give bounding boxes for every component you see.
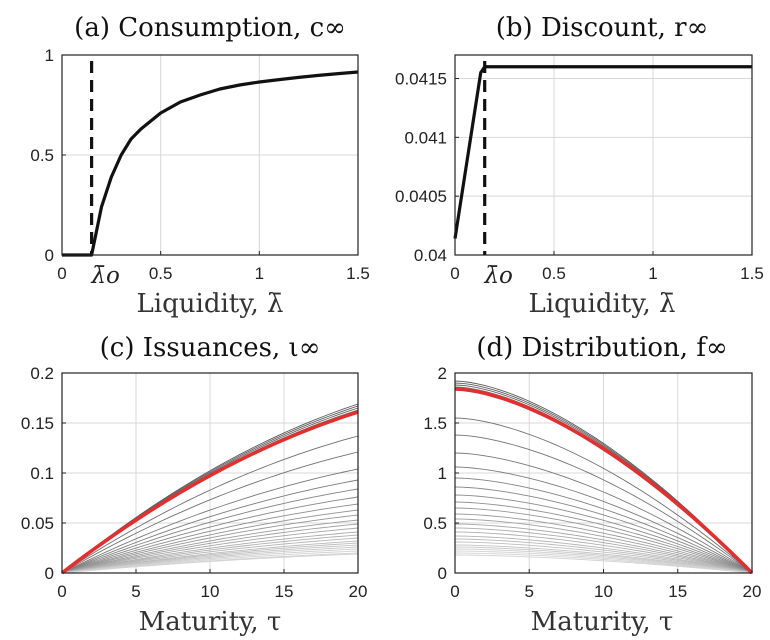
x-tick-label: 0 <box>57 582 66 601</box>
panel-b-xlabel: Liquidity, λ̄ <box>529 289 676 319</box>
threshold-label: λ̄o <box>90 263 119 289</box>
y-tick-label: 2 <box>438 364 447 383</box>
y-tick-label: 0.5 <box>423 514 447 533</box>
y-tick-label: 0.05 <box>21 514 54 533</box>
panel-c-title: (c) Issuances, ι∞ <box>100 333 321 363</box>
panel-c-xlabel: Maturity, τ <box>139 607 282 637</box>
panel-a-grid <box>62 55 358 255</box>
panel-d-xlabel: Maturity, τ <box>531 607 674 637</box>
y-tick-label: 0.5 <box>30 146 54 165</box>
y-tick-label: 1.5 <box>423 414 447 433</box>
panel-a-data <box>62 61 358 255</box>
x-tick-label: 20 <box>743 582 762 601</box>
y-tick-label: 0.0405 <box>395 187 447 206</box>
panel-b-data <box>455 61 752 255</box>
series-line <box>455 67 752 239</box>
y-tick-label: 0.041 <box>404 128 447 147</box>
panel-discount: (b) Discount, r∞ 0 0.5 1 1.5 0.04 0.0405 0.041… <box>395 13 764 319</box>
x-tick-label: 0 <box>57 264 66 283</box>
x-tick-label: 10 <box>201 582 220 601</box>
series-line <box>62 72 358 255</box>
x-tick-label: 1.5 <box>740 264 764 283</box>
x-tick-label: 20 <box>349 582 368 601</box>
y-tick-label: 0.1 <box>30 464 54 483</box>
panel-b-axes <box>455 55 752 255</box>
y-tick-label: 1 <box>45 46 54 65</box>
y-tick-label: 1 <box>438 464 447 483</box>
x-tick-label: 1 <box>255 264 264 283</box>
panel-b-ticks: 0 0.5 1 1.5 0.04 0.0405 0.041 0.0415 λ̄o <box>395 70 764 289</box>
y-tick-label: 0.04 <box>414 246 447 265</box>
x-tick-label: 15 <box>275 582 294 601</box>
y-tick-label: 0.2 <box>30 364 54 383</box>
panel-issuances: (c) Issuances, ι∞ 0 5 10 15 20 0 0.05 0.1 0.15 0.… <box>21 333 368 637</box>
x-tick-label: 15 <box>668 582 687 601</box>
panel-b-grid <box>455 55 752 255</box>
x-tick-label: 1.5 <box>346 264 370 283</box>
x-tick-label: 0 <box>450 264 459 283</box>
x-tick-label: 5 <box>131 582 140 601</box>
y-tick-label: 0.0415 <box>395 70 447 89</box>
panel-distribution: (d) Distribution, f∞ 0 5 10 15 20 0 0.5 1 1.5 2 M… <box>423 333 761 637</box>
y-tick-label: 0 <box>438 564 447 583</box>
panel-a-title: (a) Consumption, c∞ <box>74 13 346 43</box>
x-tick-label: 0.5 <box>149 264 173 283</box>
y-tick-label: 0 <box>45 564 54 583</box>
x-tick-label: 1 <box>648 264 657 283</box>
x-tick-label: 10 <box>594 582 613 601</box>
panel-a-xlabel: Liquidity, λ̄ <box>137 289 284 319</box>
x-tick-label: 0 <box>450 582 459 601</box>
panel-b-title: (b) Discount, r∞ <box>496 13 708 43</box>
y-tick-label: 0.15 <box>21 414 54 433</box>
x-tick-label: 0.5 <box>542 264 566 283</box>
x-tick-label: 5 <box>525 582 534 601</box>
y-tick-label: 0 <box>45 246 54 265</box>
panel-d-title: (d) Distribution, f∞ <box>476 333 727 363</box>
panel-consumption: (a) Consumption, c∞ 0 0.5 1 1.5 0 0.5 1 λ̄o Liq… <box>30 13 369 319</box>
panel-a-ticks: 0 0.5 1 1.5 0 0.5 1 λ̄o <box>30 46 369 289</box>
threshold-label: λ̄o <box>483 263 512 289</box>
